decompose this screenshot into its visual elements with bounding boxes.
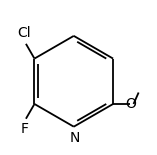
Text: O: O [125,97,136,111]
Text: N: N [70,131,80,145]
Text: F: F [21,122,29,136]
Text: Cl: Cl [17,27,30,40]
